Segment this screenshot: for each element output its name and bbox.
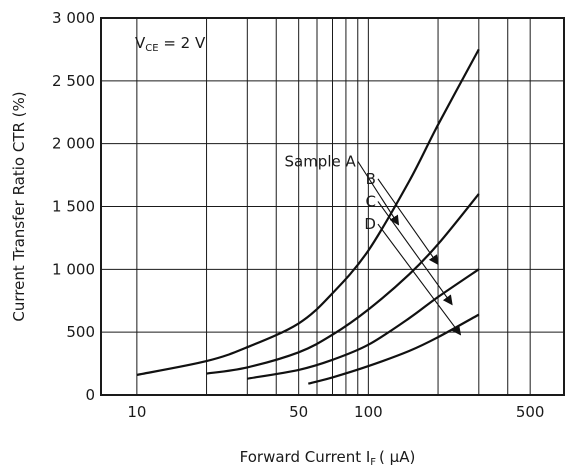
series-d-arrow — [378, 224, 461, 335]
series-curves — [137, 49, 479, 383]
y-tick-label: 1 000 — [52, 260, 95, 278]
series-d-label: D — [364, 215, 376, 233]
series-sample-a-label: Sample A — [284, 152, 356, 170]
condition-sub: CE — [145, 43, 158, 54]
series-c-arrow — [378, 201, 452, 304]
x-tick-label: 10 — [127, 403, 146, 421]
y-tick-label: 2 500 — [52, 72, 95, 90]
series-b-label: B — [366, 170, 376, 188]
y-tick-label: 1 500 — [52, 198, 95, 216]
y-tick-label: 2 000 — [52, 135, 95, 153]
x-axis-label-unit: ( μA) — [379, 448, 415, 466]
y-tick-label: 3 000 — [52, 9, 95, 27]
series-c-label: C — [365, 192, 375, 210]
series-sample-a-line — [137, 49, 479, 375]
x-axis-label-sub: F — [370, 457, 376, 468]
series-c-line — [247, 269, 478, 378]
y-axis-label: Current Transfer Ratio CTR (%) — [10, 91, 28, 321]
test-condition-label: VCE = 2 V — [135, 34, 206, 54]
y-tick-label: 500 — [66, 323, 95, 341]
x-axis-label: Forward Current IF( μA) — [240, 448, 416, 468]
condition-rest: = 2 V — [159, 34, 206, 52]
grid — [101, 18, 564, 395]
y-tick-label: 0 — [85, 386, 95, 404]
x-tick-label: 100 — [354, 403, 383, 421]
x-axis-label-main: Forward Current I — [240, 448, 371, 466]
x-tick-label: 500 — [516, 403, 545, 421]
x-tick-label: 50 — [289, 403, 308, 421]
